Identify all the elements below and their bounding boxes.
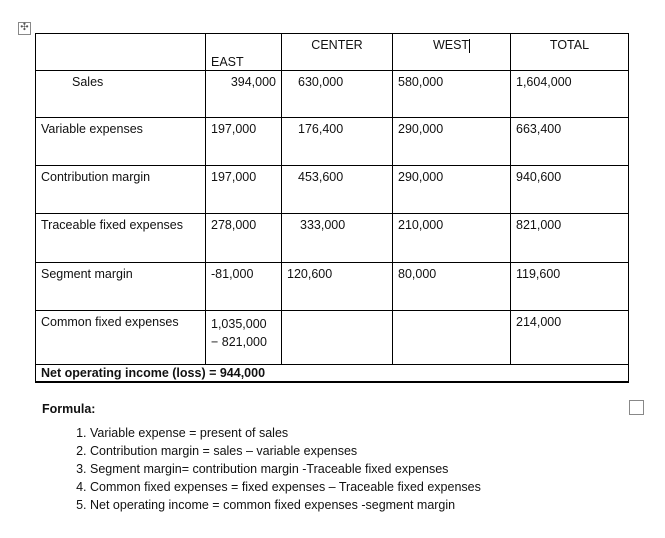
cell: 214,000 <box>510 310 629 365</box>
row-label: Contribution margin <box>35 165 206 214</box>
table-move-handle-icon[interactable]: ✣ <box>18 22 31 35</box>
row-label: Sales <box>35 70 206 118</box>
cell: 119,600 <box>510 262 629 311</box>
text-cursor <box>469 38 471 53</box>
table-row: Traceable fixed expenses 278,000 333,000… <box>35 213 629 263</box>
checkbox[interactable] <box>629 400 644 415</box>
list-item: Contribution margin = sales – variable e… <box>90 442 481 460</box>
cell: 197,000 <box>205 117 282 166</box>
cell: 176,400 <box>281 117 393 166</box>
formula-list: Variable expense = present of sales Cont… <box>48 424 481 514</box>
cell: 120,600 <box>281 262 393 311</box>
cell: 290,000 <box>392 165 511 214</box>
cell: 663,400 <box>510 117 629 166</box>
row-label: Traceable fixed expenses <box>35 213 206 263</box>
table-row: Variable expenses 197,000 176,400 290,00… <box>35 117 629 166</box>
header-total: TOTAL <box>510 33 629 71</box>
cell <box>281 310 393 365</box>
cell <box>392 310 511 365</box>
cell: 80,000 <box>392 262 511 311</box>
table-row: Segment margin -81,000 120,600 80,000 11… <box>35 262 629 311</box>
cell: 333,000 <box>281 213 393 263</box>
row-label: Segment margin <box>35 262 206 311</box>
formula-title: Formula: <box>42 402 96 416</box>
cell: 394,000 <box>205 70 282 118</box>
net-row: Net operating income (loss) = 944,000 <box>35 364 629 383</box>
cell: 210,000 <box>392 213 511 263</box>
cell: 1,604,000 <box>510 70 629 118</box>
segment-table: EAST CENTER WEST TOTAL Sales 394,000 630… <box>35 33 629 383</box>
cell: 1,035,000 − 821,000 <box>205 310 282 365</box>
table-row: Sales 394,000 630,000 580,000 1,604,000 <box>35 70 629 118</box>
cell-line: − 821,000 <box>211 335 267 349</box>
net-operating-income: Net operating income (loss) = 944,000 <box>35 364 629 383</box>
header-west-label: WEST <box>432 38 470 52</box>
cell: 453,600 <box>281 165 393 214</box>
cell: 630,000 <box>281 70 393 118</box>
row-label: Variable expenses <box>35 117 206 166</box>
table-row: Common fixed expenses 1,035,000 − 821,000… <box>35 310 629 365</box>
cell: -81,000 <box>205 262 282 311</box>
header-east: EAST <box>205 33 282 71</box>
cell: 821,000 <box>510 213 629 263</box>
cell: 197,000 <box>205 165 282 214</box>
list-item: Segment margin= contribution margin -Tra… <box>90 460 481 478</box>
cell: 290,000 <box>392 117 511 166</box>
cell: 278,000 <box>205 213 282 263</box>
list-item: Common fixed expenses = fixed expenses –… <box>90 478 481 496</box>
cell-line: 1,035,000 <box>211 317 267 331</box>
header-row: EAST CENTER WEST TOTAL <box>35 33 629 71</box>
header-cell <box>35 33 206 71</box>
header-west: WEST <box>392 33 511 71</box>
cell: 940,600 <box>510 165 629 214</box>
table-row: Contribution margin 197,000 453,600 290,… <box>35 165 629 214</box>
cell: 580,000 <box>392 70 511 118</box>
row-label: Common fixed expenses <box>35 310 206 365</box>
list-item: Variable expense = present of sales <box>90 424 481 442</box>
list-item: Net operating income = common fixed expe… <box>90 496 481 514</box>
header-center: CENTER <box>281 33 393 71</box>
